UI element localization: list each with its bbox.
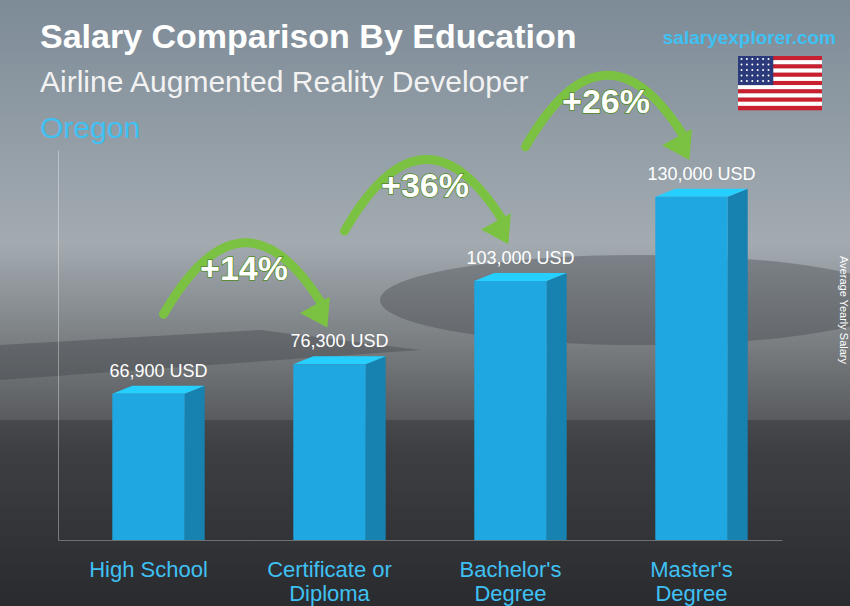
flag-star bbox=[751, 80, 753, 82]
flag-star bbox=[751, 58, 753, 60]
x-tick-label: Certificate orDiploma bbox=[267, 557, 392, 606]
flag-star bbox=[741, 80, 743, 82]
growth-arrow-head bbox=[481, 213, 511, 244]
growth-annotation: +26% bbox=[562, 82, 650, 120]
flag-star bbox=[741, 58, 743, 60]
growth-arrows: +14% +36% +26% bbox=[164, 75, 692, 327]
x-tick-label-line: Certificate or bbox=[267, 557, 392, 582]
flag-star bbox=[757, 75, 759, 77]
bar-side-face bbox=[728, 189, 748, 540]
y-axis bbox=[58, 151, 59, 541]
flag-star bbox=[762, 58, 764, 60]
x-tick: High School bbox=[89, 540, 208, 582]
bar-top-face bbox=[474, 273, 566, 281]
flag-stripe bbox=[738, 102, 822, 106]
flag-star bbox=[768, 58, 770, 60]
bar-group bbox=[293, 356, 385, 540]
flag-stripe bbox=[738, 93, 822, 97]
bar bbox=[293, 364, 365, 540]
flag-star bbox=[762, 64, 764, 66]
x-tick-label-line: Bachelor's bbox=[459, 557, 561, 582]
background bbox=[0, 0, 850, 606]
flag-stripe bbox=[738, 98, 822, 102]
bars bbox=[112, 189, 747, 540]
flag-star bbox=[757, 64, 759, 66]
location: Oregon bbox=[40, 111, 140, 144]
x-axis-line bbox=[59, 540, 783, 541]
flag-star bbox=[741, 75, 743, 77]
bar bbox=[474, 281, 546, 540]
bar-group bbox=[655, 189, 747, 540]
growth-arrow bbox=[526, 75, 687, 147]
flag-star bbox=[762, 80, 764, 82]
growth-arrow-head bbox=[662, 129, 692, 160]
flag-stripe bbox=[738, 89, 822, 93]
flag-stripe bbox=[738, 85, 822, 89]
flag-star bbox=[768, 75, 770, 77]
bar bbox=[655, 197, 727, 540]
flag-star bbox=[768, 80, 770, 82]
y-axis-line bbox=[58, 151, 59, 541]
x-tick: Master'sDegree bbox=[650, 540, 732, 606]
flag-star bbox=[751, 69, 753, 71]
x-tick-label-line: Degree bbox=[655, 581, 727, 606]
flag-star bbox=[762, 69, 764, 71]
flag-star bbox=[751, 75, 753, 77]
flag-star bbox=[768, 69, 770, 71]
flag-star bbox=[746, 58, 748, 60]
plane-silhouette bbox=[380, 255, 850, 345]
data-label: 66,900 USD bbox=[109, 361, 207, 381]
data-labels: 66,900 USD 76,300 USD 103,000 USD 130,000 U… bbox=[109, 164, 755, 381]
x-tick-label-line: High School bbox=[89, 557, 208, 582]
flag-star bbox=[746, 75, 748, 77]
flag-star bbox=[741, 69, 743, 71]
flag-star bbox=[746, 69, 748, 71]
flag-star bbox=[741, 64, 743, 66]
flag-star bbox=[757, 69, 759, 71]
x-tick-label: Master'sDegree bbox=[650, 557, 732, 606]
x-tick: Certificate orDiploma bbox=[267, 540, 392, 606]
title: Salary Comparison By Education bbox=[40, 17, 577, 55]
x-tick-label-line: Diploma bbox=[289, 581, 370, 606]
bar-top-face bbox=[112, 386, 204, 394]
growth-arrow bbox=[345, 160, 506, 232]
data-label: 76,300 USD bbox=[290, 331, 388, 351]
bar-top-face bbox=[293, 356, 385, 364]
data-label: 130,000 USD bbox=[647, 164, 755, 184]
growth-arrow-head bbox=[300, 297, 330, 328]
growth-annotation: +14% bbox=[200, 249, 288, 287]
x-tick-label: Bachelor'sDegree bbox=[459, 557, 561, 606]
bar-side-face bbox=[366, 356, 386, 540]
chart-root: High School Certificate orDiploma Bachelor… bbox=[0, 0, 850, 606]
bar-top-face bbox=[655, 189, 747, 197]
growth-arrow bbox=[164, 243, 325, 315]
flag bbox=[738, 56, 822, 110]
y-axis-title: Average Yearly Salary bbox=[838, 256, 850, 365]
x-tick: Bachelor'sDegree bbox=[459, 540, 561, 606]
growth-annotation: +36% bbox=[381, 166, 469, 204]
flag-star bbox=[762, 75, 764, 77]
flag-star bbox=[746, 80, 748, 82]
titles: Salary Comparison By Education Airline Au… bbox=[40, 17, 850, 365]
x-tick-label-line: Master's bbox=[650, 557, 732, 582]
flag-star bbox=[751, 64, 753, 66]
bar-group bbox=[112, 386, 204, 540]
flag-star bbox=[746, 64, 748, 66]
flag-canton bbox=[738, 56, 773, 85]
x-tick-label: High School bbox=[89, 557, 208, 582]
bar-group bbox=[474, 273, 566, 540]
flag-star bbox=[757, 58, 759, 60]
x-tick-label-line: Degree bbox=[474, 581, 546, 606]
source: salaryexplorer.com bbox=[663, 27, 836, 48]
x-axis: High School Certificate orDiploma Bachelor… bbox=[59, 540, 783, 606]
bar-side-face bbox=[547, 273, 567, 540]
bar bbox=[112, 394, 184, 540]
data-label: 103,000 USD bbox=[466, 248, 574, 268]
flag-stripe bbox=[738, 106, 822, 110]
flag-star bbox=[768, 64, 770, 66]
subtitle: Airline Augmented Reality Developer bbox=[40, 65, 529, 98]
bar-side-face bbox=[185, 386, 205, 540]
flag-star bbox=[757, 80, 759, 82]
